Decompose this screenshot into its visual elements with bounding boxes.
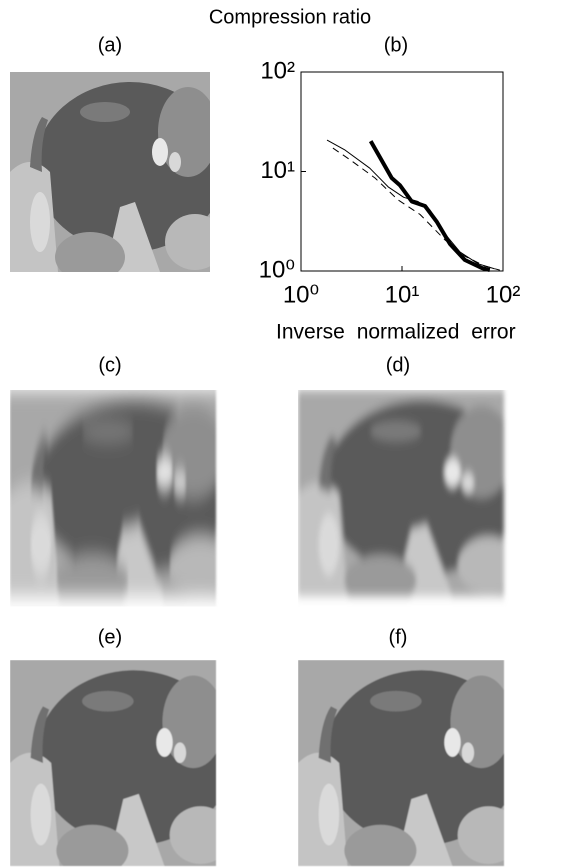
- plot-frame: [300, 71, 504, 272]
- image-f: [298, 660, 504, 866]
- panel-label: (e): [98, 626, 122, 648]
- y-tick-label: 10²: [260, 57, 295, 84]
- x-tick-label: 10¹: [385, 281, 420, 308]
- panel-label: (f): [389, 626, 408, 648]
- series-line: [326, 139, 495, 270]
- image-c: [10, 390, 216, 596]
- image-a: [10, 72, 210, 272]
- series-line: [332, 147, 500, 271]
- image-d: [298, 390, 504, 596]
- panel-label: (d): [386, 354, 410, 376]
- series-line: [368, 140, 491, 273]
- panel-label: (b): [384, 34, 408, 56]
- image-e: [10, 660, 216, 866]
- y-tick-label: 10¹: [260, 157, 295, 184]
- panel-label: (a): [98, 34, 122, 56]
- x-axis-title: Inverse normalized error: [276, 321, 516, 344]
- panel-label: (c): [98, 354, 121, 376]
- y-tick-label: 10⁰: [259, 256, 295, 283]
- x-tick-label: 10⁰: [283, 281, 319, 308]
- x-tick-label: 10²: [486, 281, 521, 308]
- y-axis-title: Compression ratio: [209, 6, 371, 28]
